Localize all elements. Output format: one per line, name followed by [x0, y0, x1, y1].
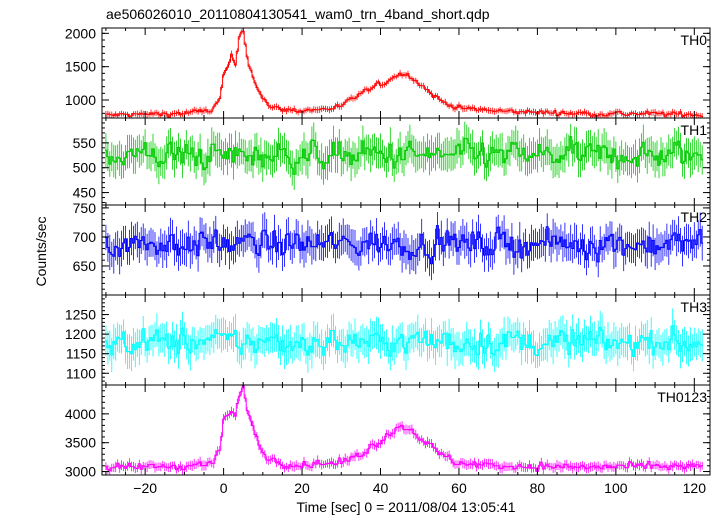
x-tick-label: 0	[220, 480, 228, 496]
y-tick-label: 500	[73, 160, 97, 176]
panel-th0: 1000 1500 2000 TH0	[65, 25, 711, 119]
panel-th0123: 3000 3500 4000 TH0123	[65, 384, 711, 480]
panel-th1: 450 500 550 TH1	[73, 117, 711, 206]
x-axis-label: Time [sec] 0 = 2011/08/04 13:05:41	[296, 499, 515, 515]
x-tick-label: 80	[530, 480, 546, 496]
y-tick-label: 3000	[65, 464, 96, 480]
y-tick-label: 1000	[65, 92, 96, 108]
x-tick-label: 100	[604, 480, 628, 496]
x-tick-label: −20	[133, 480, 157, 496]
y-tick-label: 1250	[65, 307, 96, 323]
panel-label: TH0123	[657, 389, 707, 405]
y-tick-label: 450	[73, 185, 97, 201]
panel-label: TH2	[681, 209, 708, 225]
x-tick-label: 20	[294, 480, 310, 496]
series-line	[104, 30, 704, 118]
y-tick-label: 1200	[65, 326, 96, 342]
panel-th2: 650 700 750 TH2	[73, 200, 711, 296]
y-tick-label: 4000	[65, 406, 96, 422]
series-line	[104, 225, 704, 265]
series-th3	[104, 308, 704, 373]
y-tick-label: 650	[73, 258, 97, 274]
series-line	[104, 325, 704, 357]
chart-title: ae506026010_20110804130541_wam0_trn_4ban…	[106, 6, 490, 22]
y-tick-label: 2000	[65, 25, 96, 41]
y-tick-label: 1100	[66, 365, 96, 381]
panel-frame	[101, 384, 711, 476]
panel-label: TH3	[681, 299, 708, 315]
series-line	[104, 136, 704, 175]
y-tick-label: 550	[73, 135, 97, 151]
y-tick-label: 700	[73, 229, 97, 245]
series-th2	[104, 212, 704, 281]
x-tick-label: 60	[451, 480, 467, 496]
panel-label: TH0	[681, 32, 708, 48]
series-line	[104, 385, 704, 472]
y-tick-label: 3500	[65, 435, 96, 451]
y-tick-label: 1500	[65, 59, 96, 75]
y-axis-label: Counts/sec	[33, 216, 49, 286]
panel-label: TH1	[681, 122, 708, 138]
y-tick-label: 1150	[66, 346, 96, 362]
panel-th3: 1100 1150 1200 1250 TH3	[65, 294, 711, 386]
error-bars	[105, 385, 703, 475]
series-th0	[104, 28, 704, 118]
series-th0123	[104, 385, 704, 475]
series-th1	[104, 121, 704, 190]
x-tick-label: 40	[373, 480, 389, 496]
y-tick-label: 750	[73, 200, 97, 216]
x-tick-label: 120	[683, 480, 707, 496]
